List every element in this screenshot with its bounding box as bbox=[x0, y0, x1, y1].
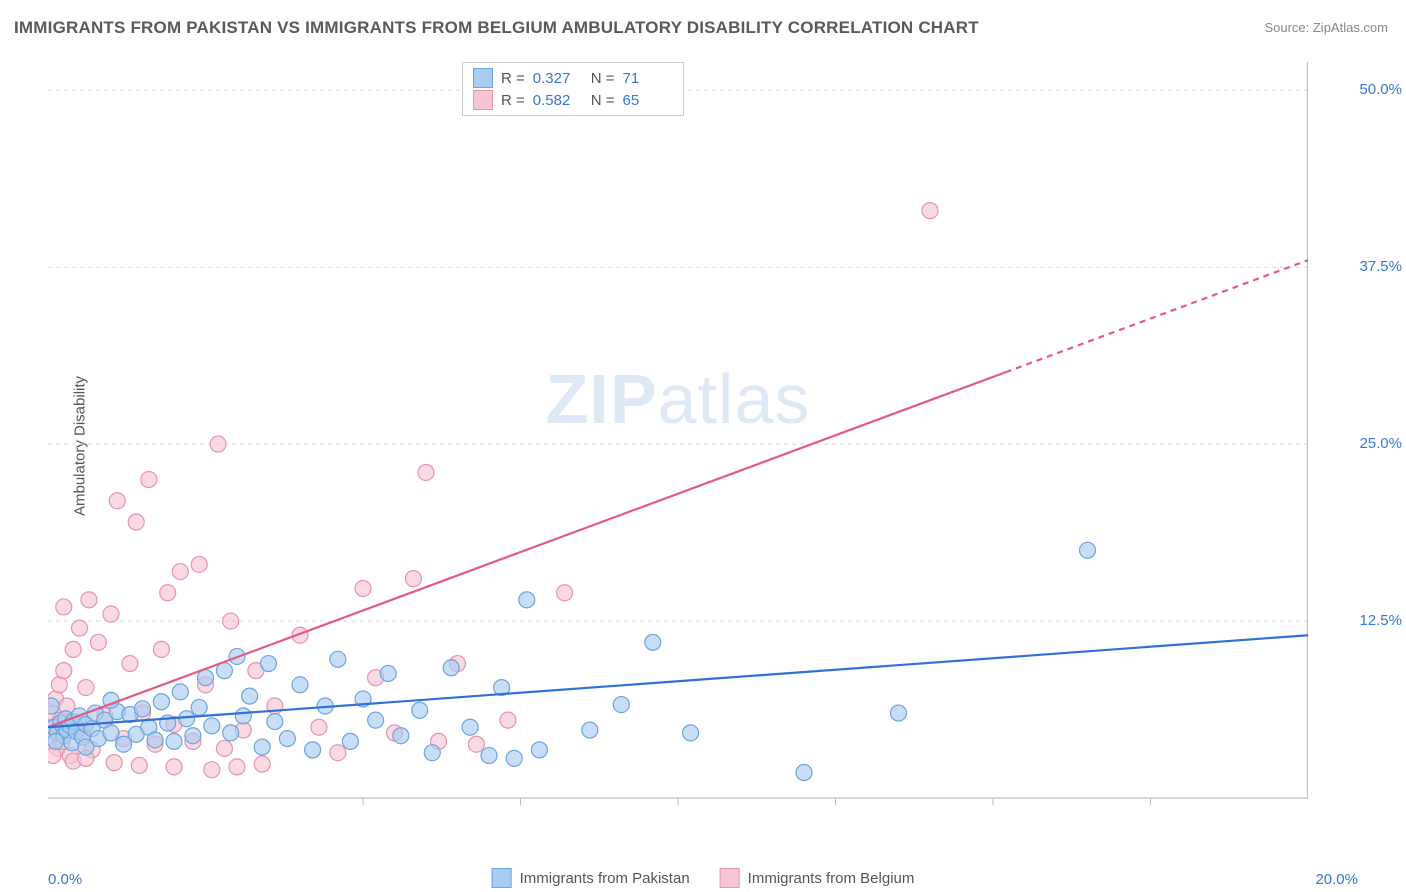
legend-stat-row: R =0.327N =71 bbox=[473, 67, 673, 89]
legend-series-item: Immigrants from Pakistan bbox=[492, 868, 690, 888]
legend-series-label: Immigrants from Belgium bbox=[748, 870, 915, 887]
legend-stat-row: R =0.582N =65 bbox=[473, 89, 673, 111]
source-attribution: Source: ZipAtlas.com bbox=[1264, 20, 1388, 35]
x-axis-max-label: 20.0% bbox=[1315, 871, 1358, 888]
chart-title: IMMIGRANTS FROM PAKISTAN VS IMMIGRANTS F… bbox=[14, 18, 979, 38]
legend-swatch bbox=[473, 68, 493, 88]
legend-swatch bbox=[720, 868, 740, 888]
legend-swatch bbox=[492, 868, 512, 888]
legend-series-box: Immigrants from Pakistan Immigrants from … bbox=[492, 868, 915, 888]
scatter-svg bbox=[48, 58, 1308, 834]
legend-stats-box: R =0.327N =71R =0.582N =65 bbox=[462, 62, 684, 116]
y-tick-label: 50.0% bbox=[1359, 81, 1402, 98]
y-tick-label: 25.0% bbox=[1359, 435, 1402, 452]
source-name: ZipAtlas.com bbox=[1313, 20, 1388, 35]
legend-series-label: Immigrants from Pakistan bbox=[520, 870, 690, 887]
legend-series-item: Immigrants from Belgium bbox=[720, 868, 915, 888]
y-tick-label: 12.5% bbox=[1359, 612, 1402, 629]
source-label: Source: bbox=[1264, 20, 1312, 35]
y-tick-label: 37.5% bbox=[1359, 258, 1402, 275]
chart-plot-area: ZIPatlas bbox=[48, 58, 1308, 834]
legend-swatch bbox=[473, 90, 493, 110]
x-axis-min-label: 0.0% bbox=[48, 871, 82, 888]
